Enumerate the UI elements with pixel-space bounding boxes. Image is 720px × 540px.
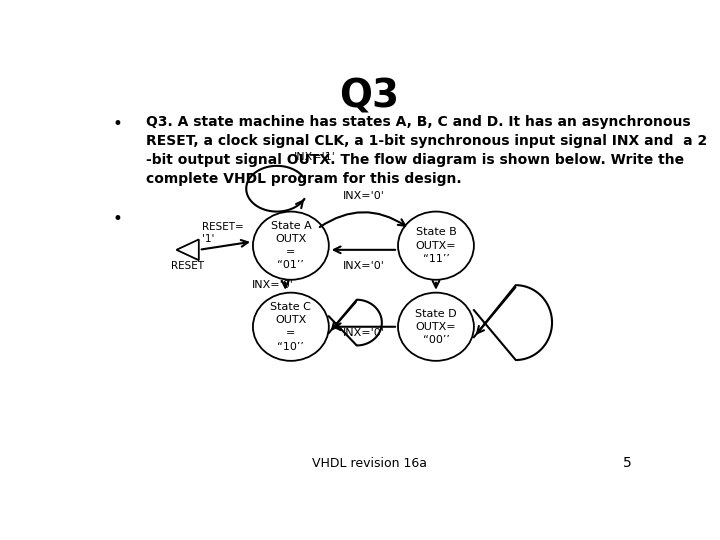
Ellipse shape bbox=[398, 212, 474, 280]
Text: INX='0': INX='0' bbox=[343, 191, 384, 201]
Text: VHDL revision 16a: VHDL revision 16a bbox=[312, 457, 426, 470]
Text: State A
OUTX
=
“01’’: State A OUTX = “01’’ bbox=[271, 221, 311, 271]
Text: State B
OUTX=
“11’’: State B OUTX= “11’’ bbox=[415, 227, 456, 264]
Text: State D
OUTX=
“00’’: State D OUTX= “00’’ bbox=[415, 308, 456, 345]
Text: INX='0': INX='0' bbox=[343, 261, 384, 272]
Text: INX='1': INX='1' bbox=[294, 152, 336, 161]
Text: RESET=
'1': RESET= '1' bbox=[202, 222, 243, 244]
Text: •: • bbox=[113, 114, 123, 133]
Ellipse shape bbox=[398, 293, 474, 361]
Text: 5: 5 bbox=[623, 456, 631, 470]
Text: INX='0': INX='0' bbox=[343, 328, 384, 338]
Text: Q3. A state machine has states A, B, C and D. It has an asynchronous
RESET, a cl: Q3. A state machine has states A, B, C a… bbox=[145, 114, 707, 186]
Text: INX='0': INX='0' bbox=[252, 280, 294, 290]
Text: State C
OUTX
=
“10’’: State C OUTX = “10’’ bbox=[271, 302, 311, 352]
Text: RESET: RESET bbox=[171, 261, 204, 271]
Text: Q3: Q3 bbox=[339, 77, 399, 115]
Text: •: • bbox=[113, 210, 123, 228]
Ellipse shape bbox=[253, 293, 329, 361]
Ellipse shape bbox=[253, 212, 329, 280]
